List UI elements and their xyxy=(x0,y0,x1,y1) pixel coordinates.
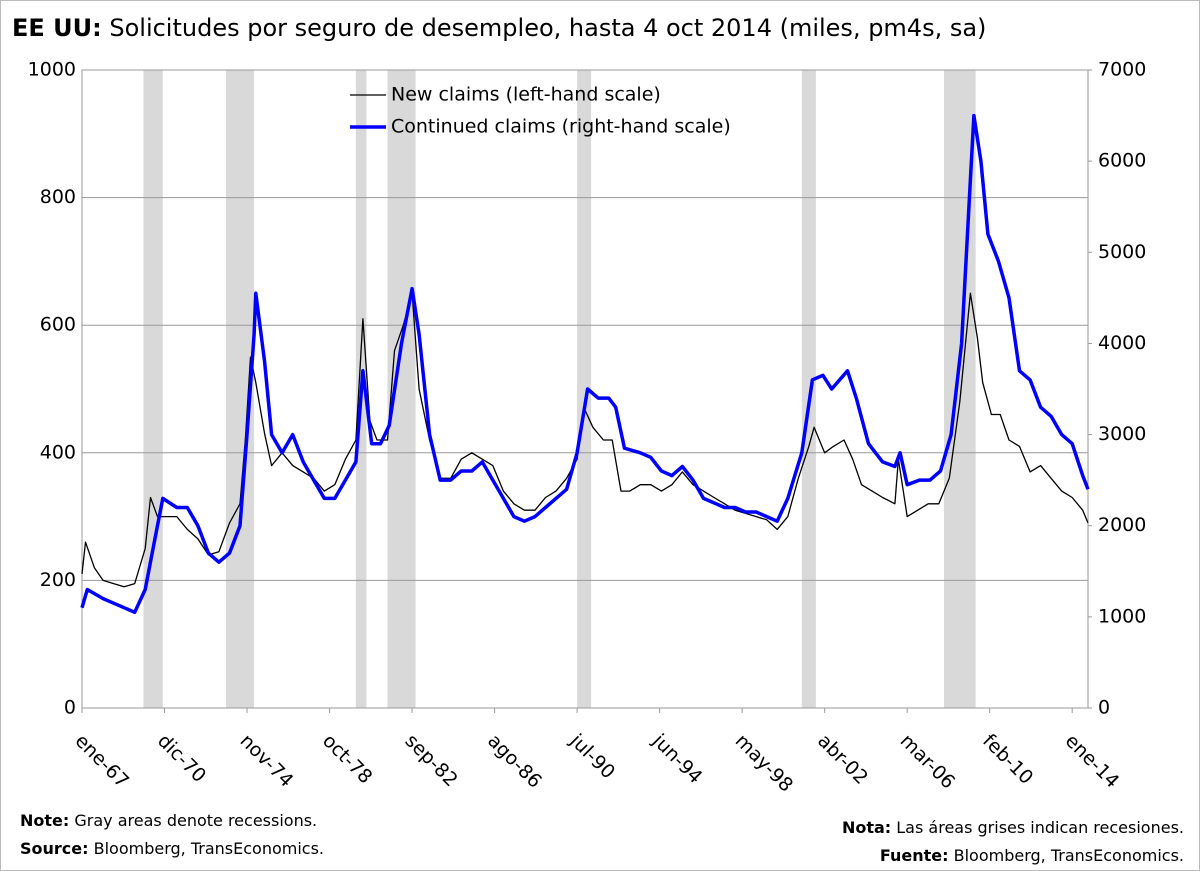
y2-tick-label: 5000 xyxy=(1098,241,1146,263)
fuente-text: Bloomberg, TransEconomics. xyxy=(954,846,1184,865)
fuente: Fuente: Bloomberg, TransEconomics. xyxy=(880,846,1184,865)
chart-title: EE UU: Solicitudes por seguro de desempl… xyxy=(12,14,986,42)
y2-tick-label: 2000 xyxy=(1098,514,1146,536)
nota: Nota: Las áreas grises indican recesione… xyxy=(842,818,1184,837)
y2-tick-label: 3000 xyxy=(1098,423,1146,445)
note: Note: Gray areas denote recessions. xyxy=(20,811,317,830)
nota-text: Las áreas grises indican recesiones. xyxy=(896,818,1184,837)
recession xyxy=(577,70,592,708)
y-tick-label: 400 xyxy=(40,441,76,463)
title-text: Solicitudes por seguro de desempleo, has… xyxy=(109,14,986,42)
title-bold: EE UU: xyxy=(12,14,102,42)
recession xyxy=(387,70,416,708)
y2-tick-label: 1000 xyxy=(1098,605,1146,627)
recession xyxy=(801,70,816,708)
y-tick-label: 200 xyxy=(40,569,76,591)
series-line xyxy=(80,113,1090,615)
recession xyxy=(143,70,163,708)
source-text: Bloomberg, TransEconomics. xyxy=(94,839,324,858)
source: Source: Bloomberg, TransEconomics. xyxy=(20,839,324,858)
y2-tick-label: 0 xyxy=(1098,697,1110,719)
y-tick-label: 600 xyxy=(40,314,76,336)
nota-bold: Nota: xyxy=(842,818,891,837)
note-bold: Note: xyxy=(20,811,69,830)
plot-border xyxy=(81,69,1089,709)
y2-tick-label: 6000 xyxy=(1098,150,1146,172)
note-text: Gray areas denote recessions. xyxy=(74,811,317,830)
y2-tick-label: 7000 xyxy=(1098,59,1146,81)
y-tick-label: 0 xyxy=(64,697,76,719)
legend-label: New claims (left-hand scale) xyxy=(391,84,661,106)
y-tick-label: 1000 xyxy=(28,59,76,81)
y-tick-label: 800 xyxy=(40,186,76,208)
source-bold: Source: xyxy=(20,839,89,858)
legend-label: Continued claims (right-hand scale) xyxy=(391,116,731,138)
y2-tick-label: 4000 xyxy=(1098,332,1146,354)
fuente-bold: Fuente: xyxy=(880,846,949,865)
